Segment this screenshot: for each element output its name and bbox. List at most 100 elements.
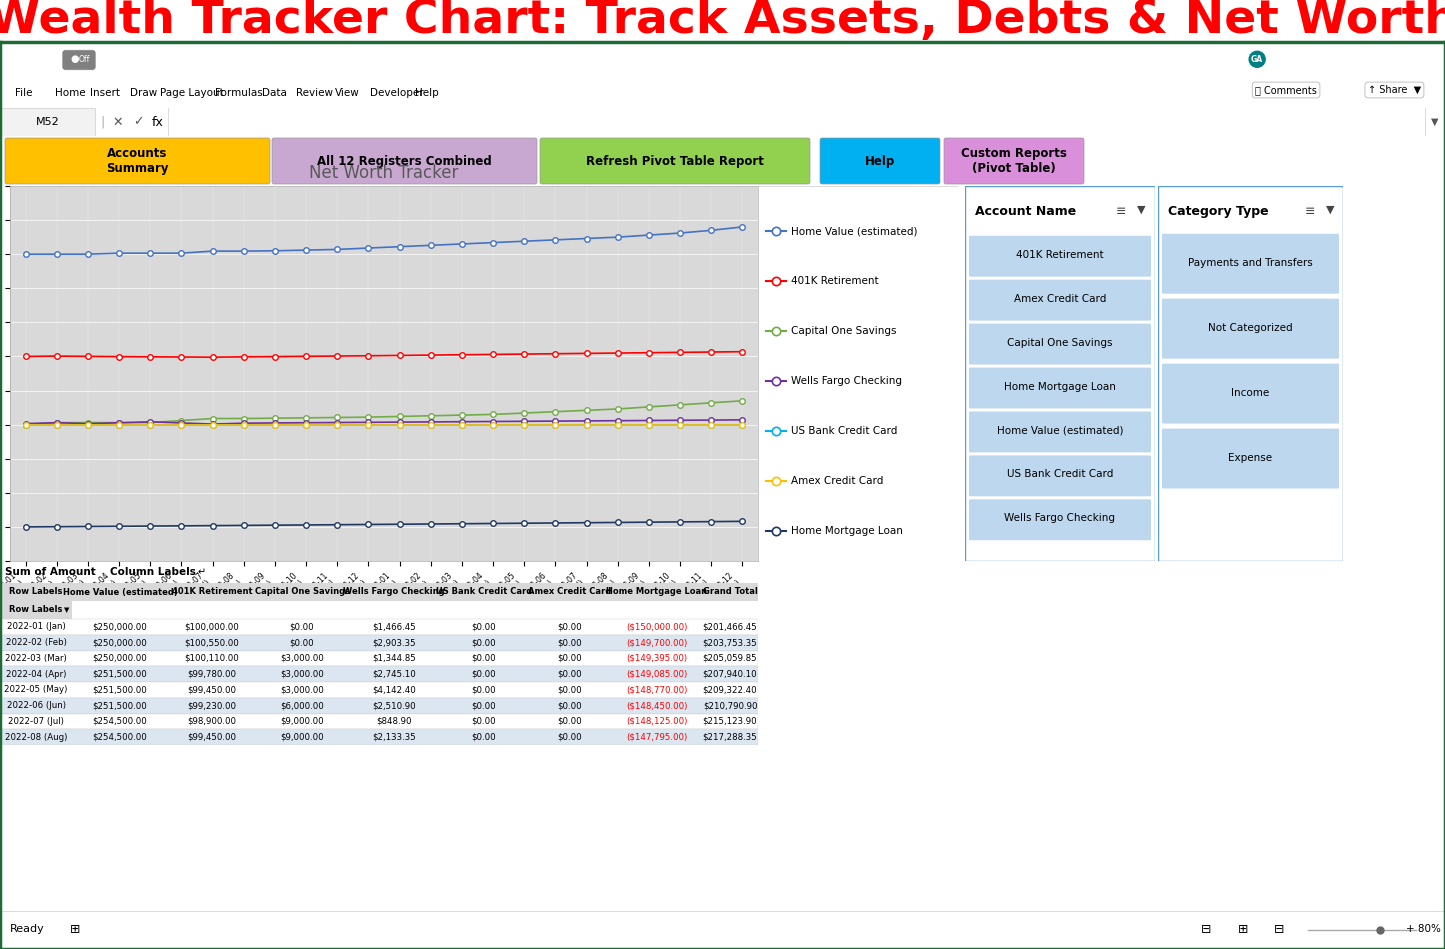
Text: Page Layout: Page Layout	[160, 88, 224, 98]
Text: ─: ─	[1406, 54, 1412, 65]
Text: Home: Home	[55, 88, 85, 98]
Text: ($149,395.00): ($149,395.00)	[627, 654, 688, 662]
Text: $99,230.00: $99,230.00	[188, 701, 237, 710]
Text: $2,903.35: $2,903.35	[373, 638, 416, 647]
Text: ($148,450.00): ($148,450.00)	[626, 701, 688, 710]
Text: $1,344.85: $1,344.85	[373, 654, 416, 662]
Text: $0.00: $0.00	[558, 623, 582, 631]
Text: $0.00: $0.00	[471, 623, 496, 631]
Text: Wells Fargo Checking: Wells Fargo Checking	[1004, 513, 1116, 523]
Text: $251,500.00: $251,500.00	[92, 701, 147, 710]
Text: 💬 Comments: 💬 Comments	[1256, 85, 1316, 95]
Text: $251,500.00: $251,500.00	[92, 670, 147, 679]
Text: ($149,700.00): ($149,700.00)	[626, 638, 688, 647]
Text: ↑ Share  ▼: ↑ Share ▼	[1368, 85, 1420, 95]
Text: ⊞: ⊞	[69, 923, 81, 936]
Bar	[0, 583, 759, 601]
FancyBboxPatch shape	[1162, 299, 1340, 359]
Text: Wells Fargo Checking: Wells Fargo Checking	[790, 376, 902, 386]
Text: ⊟: ⊟	[1273, 923, 1285, 936]
FancyBboxPatch shape	[970, 412, 1152, 453]
Text: $0.00: $0.00	[471, 733, 496, 741]
Text: fx: fx	[152, 116, 163, 128]
Text: 2022-02 (Feb): 2022-02 (Feb)	[6, 638, 66, 647]
Text: Home Value (estimated): Home Value (estimated)	[62, 587, 178, 597]
Text: ($148,125.00): ($148,125.00)	[626, 716, 688, 726]
Bar	[0, 729, 759, 745]
Text: ▼: ▼	[197, 54, 204, 65]
Text: Capital One Savings: Capital One Savings	[790, 326, 896, 336]
Bar	[0, 666, 759, 682]
Text: $217,288.35: $217,288.35	[702, 733, 757, 741]
Text: ●: ●	[69, 54, 78, 65]
Text: $100,000.00: $100,000.00	[185, 623, 240, 631]
Text: $0.00: $0.00	[558, 654, 582, 662]
Text: ▼: ▼	[65, 607, 69, 613]
Title: Net Worth Tracker: Net Worth Tracker	[309, 163, 458, 181]
Circle shape	[1248, 51, 1266, 67]
Text: $250,000.00: $250,000.00	[92, 623, 147, 631]
FancyBboxPatch shape	[540, 138, 811, 184]
Text: Amex Credit Card: Amex Credit Card	[790, 476, 883, 486]
Text: Sum of Amount: Sum of Amount	[4, 567, 95, 577]
Text: 401K Retirement: 401K Retirement	[172, 587, 253, 597]
FancyBboxPatch shape	[970, 235, 1152, 277]
Text: ($148,770.00): ($148,770.00)	[626, 685, 688, 695]
Text: ✏: ✏	[1347, 54, 1355, 65]
Text: View: View	[335, 88, 360, 98]
Text: Off: Off	[79, 55, 91, 64]
Text: Wells Fargo Checking: Wells Fargo Checking	[344, 587, 445, 597]
Text: Home Value (estimated): Home Value (estimated)	[790, 226, 918, 236]
Text: $2,745.10: $2,745.10	[373, 670, 416, 679]
Text: Amex Credit Card: Amex Credit Card	[529, 587, 611, 597]
Text: $0.00: $0.00	[289, 623, 315, 631]
Text: 2022-07 (Jul): 2022-07 (Jul)	[9, 716, 64, 726]
Text: Home Value (estimated): Home Value (estimated)	[997, 425, 1123, 436]
Text: $0.00: $0.00	[471, 716, 496, 726]
Text: 2022-01 (Jan): 2022-01 (Jan)	[7, 623, 65, 631]
Text: George Alzamora: George Alzamora	[1127, 46, 1211, 56]
Text: $0.00: $0.00	[558, 733, 582, 741]
Text: All 12 Registers Combined: All 12 Registers Combined	[316, 155, 491, 168]
Text: Accounts
Summary: Accounts Summary	[107, 147, 169, 175]
FancyBboxPatch shape	[819, 138, 941, 184]
Bar	[0, 682, 759, 698]
Text: Review: Review	[296, 88, 332, 98]
Text: $254,500.00: $254,500.00	[92, 716, 147, 726]
Text: $6,000.00: $6,000.00	[280, 701, 324, 710]
Text: $100,110.00: $100,110.00	[185, 654, 240, 662]
Text: Expense: Expense	[1228, 453, 1273, 463]
Text: $0.00: $0.00	[558, 685, 582, 695]
Text: Capital One Savings: Capital One Savings	[254, 587, 350, 597]
Text: US Bank Credit Card: US Bank Credit Card	[1007, 470, 1113, 479]
Text: 401K Retirement: 401K Retirement	[790, 276, 879, 286]
Text: ↩: ↩	[156, 54, 165, 65]
Text: 2022-03 (Mar): 2022-03 (Mar)	[6, 654, 66, 662]
FancyBboxPatch shape	[944, 138, 1084, 184]
Bar	[0, 698, 759, 714]
Text: GA: GA	[1251, 55, 1263, 64]
Text: Income: Income	[1231, 388, 1270, 398]
Text: 2022-06 (Jun): 2022-06 (Jun)	[6, 701, 65, 710]
Text: $3,000.00: $3,000.00	[280, 685, 324, 695]
Text: ✕: ✕	[113, 116, 123, 128]
Text: $251,500.00: $251,500.00	[92, 685, 147, 695]
Text: $2,133.35: $2,133.35	[373, 733, 416, 741]
Text: $99,450.00: $99,450.00	[188, 733, 237, 741]
Text: $250,000.00: $250,000.00	[92, 638, 147, 647]
Text: $0.00: $0.00	[471, 685, 496, 695]
Text: Data: Data	[262, 88, 288, 98]
Text: ⬜: ⬜	[137, 54, 143, 65]
Text: ≡: ≡	[1305, 205, 1315, 217]
FancyBboxPatch shape	[1162, 429, 1340, 489]
Text: $207,940.10: $207,940.10	[702, 670, 757, 679]
Text: $254,500.00: $254,500.00	[92, 733, 147, 741]
Text: ⊞: ⊞	[1237, 923, 1248, 936]
Text: Insert: Insert	[90, 88, 120, 98]
Text: $4,142.40: $4,142.40	[373, 685, 416, 695]
Text: Row Labels: Row Labels	[9, 605, 62, 615]
Text: M52: M52	[36, 117, 59, 127]
FancyBboxPatch shape	[970, 499, 1152, 540]
Text: ⬜: ⬜	[97, 54, 103, 65]
Text: Help: Help	[866, 155, 894, 168]
